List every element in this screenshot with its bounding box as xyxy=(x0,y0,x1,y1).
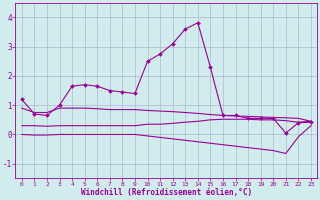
X-axis label: Windchill (Refroidissement éolien,°C): Windchill (Refroidissement éolien,°C) xyxy=(81,188,252,197)
